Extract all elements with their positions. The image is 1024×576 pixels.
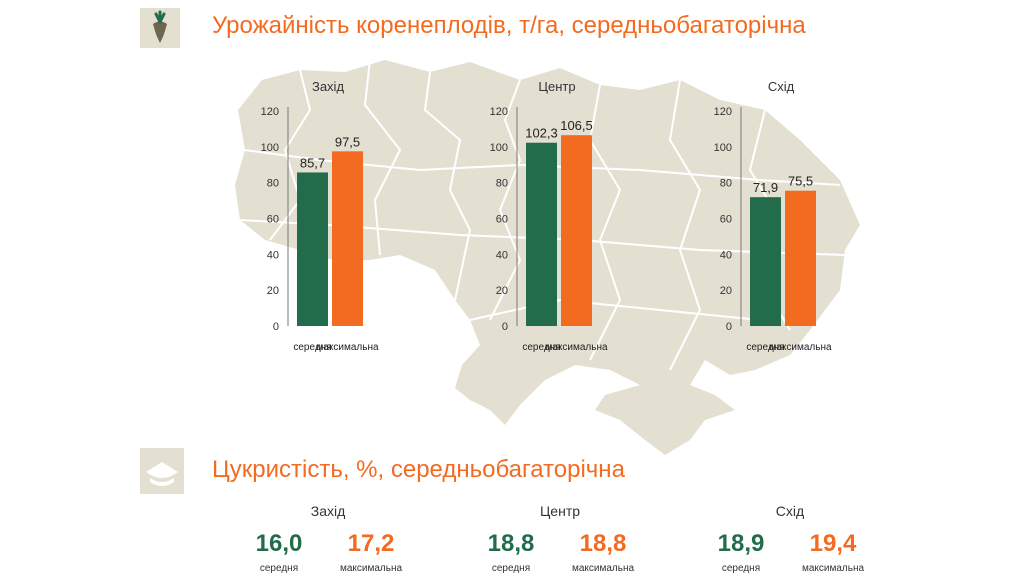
chart-title: Схід [768, 79, 795, 94]
y-tick-label: 120 [714, 106, 732, 118]
category-label: середня [746, 342, 784, 353]
sugar-icon-box [140, 448, 184, 494]
category-label: максимальна [316, 342, 379, 353]
sugar-region-name: Центр [539, 503, 581, 519]
chart-title: Захід [312, 79, 344, 94]
y-tick-label: 60 [267, 214, 279, 226]
y-tick-label: 80 [496, 178, 508, 190]
yield-title: Урожайність коренеплодів, т/га, середньо… [212, 12, 806, 39]
data-label: 106,5 [560, 118, 593, 133]
sugar-maximum-value: 17,2 [347, 530, 395, 557]
oblast-borders [239, 59, 846, 371]
category-label: максимальна [545, 342, 608, 353]
y-tick-label: 80 [720, 178, 732, 190]
sugar-average-value: 18,9 [717, 530, 765, 557]
chart-east: Схід 0 20 40 60 80 100 120 71,9 середня 75,5 максим… [714, 79, 832, 353]
y-tick-label: 100 [261, 142, 279, 154]
y-tick-label: 0 [273, 321, 279, 333]
y-tick-label: 40 [267, 249, 279, 261]
sugar-maximum-value: 19,4 [809, 530, 857, 557]
sugar-pile-icon [146, 462, 178, 486]
y-tick-label: 20 [267, 285, 279, 297]
y-tick-label: 80 [267, 178, 279, 190]
y-tick-label: 60 [720, 214, 732, 226]
y-tick-label: 0 [726, 321, 732, 333]
data-label: 75,5 [788, 174, 813, 189]
bar [750, 197, 781, 326]
chart-west: Захід 0 20 40 60 80 100 120 85,7 середня 97,5 макси… [261, 79, 379, 353]
sugar-maximum-label: максимальна [801, 563, 865, 574]
sugar-block-center: Центр 18,8 18,8 середня максимальна [440, 500, 680, 576]
y-tick-label: 120 [490, 106, 508, 118]
sugar-block-east: Схід 18,9 19,4 середня максимальна [670, 500, 910, 576]
sugar-maximum-value: 18,8 [579, 530, 627, 557]
bar [526, 142, 557, 326]
sugar-average-label: середня [721, 563, 761, 574]
category-label: середня [522, 342, 560, 353]
category-label: середня [293, 342, 331, 353]
y-tick-label: 60 [496, 214, 508, 226]
sugar-beet-icon [153, 10, 167, 43]
y-tick-label: 100 [490, 142, 508, 154]
bar [297, 172, 328, 326]
chart-title: Центр [538, 79, 575, 94]
sugar-maximum-label: максимальна [571, 563, 635, 574]
sugar-region-name: Схід [775, 503, 805, 519]
sugar-average-label: середня [491, 563, 531, 574]
sugar-average-label: середня [259, 563, 299, 574]
data-label: 97,5 [335, 134, 360, 149]
y-tick-label: 100 [714, 142, 732, 154]
y-tick-label: 120 [261, 106, 279, 118]
sugar-title: Цукристість, %, середньобагаторічна [212, 456, 625, 483]
data-label: 85,7 [300, 155, 325, 170]
y-tick-label: 40 [496, 249, 508, 261]
sugar-average-value: 18,8 [487, 530, 535, 557]
y-tick-label: 0 [502, 321, 508, 333]
bar [785, 190, 816, 326]
chart-center: Центр 0 20 40 60 80 100 120 102,3 середня 106,5 мак… [490, 79, 608, 353]
beet-icon-box [140, 8, 180, 48]
sugar-average-value: 16,0 [255, 530, 303, 557]
bar [561, 135, 592, 326]
y-tick-label: 20 [496, 285, 508, 297]
y-tick-label: 20 [720, 285, 732, 297]
sugar-region-name: Захід [310, 503, 346, 519]
sugar-maximum-label: максимальна [339, 563, 403, 574]
bar [332, 151, 363, 326]
category-label: максимальна [769, 342, 832, 353]
data-label: 71,9 [753, 180, 778, 195]
data-label: 102,3 [525, 126, 558, 141]
y-tick-label: 40 [720, 249, 732, 261]
sugar-block-west: Захід 16,0 17,2 середня максимальна [208, 500, 448, 576]
